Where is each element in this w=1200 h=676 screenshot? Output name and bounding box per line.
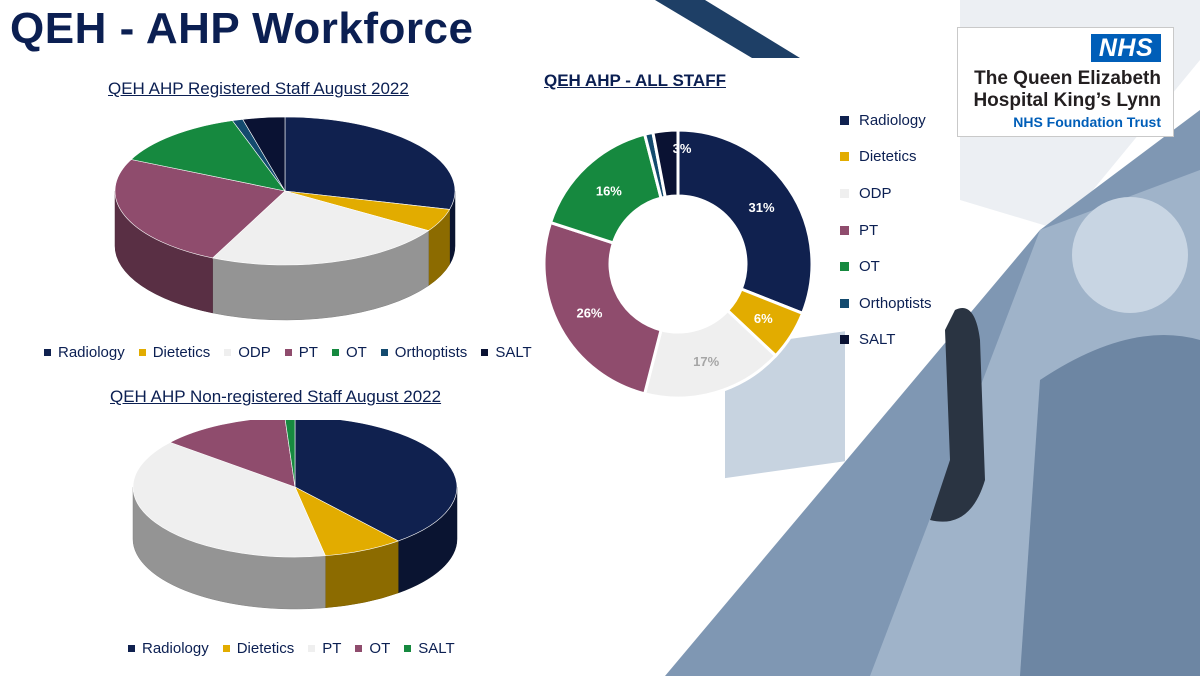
all-staff-donut-chart: 31%6%17%26%16%1%3% (542, 130, 814, 400)
registered-legend-label-radiology: Radiology (58, 344, 125, 361)
all-staff-legend-radiology: Radiology (840, 102, 932, 139)
navy-stripe (655, 0, 800, 58)
nhs-badge: NHS (1091, 34, 1161, 62)
nonregistered-legend-swatch-ot (355, 645, 363, 652)
registered-legend-odp: ODP (224, 344, 271, 361)
registered-legend-swatch-pt (284, 349, 292, 356)
nonregistered-legend: Radiology Dietetics PT OT SALT (128, 640, 469, 657)
all-staff-legend-dietetics: Dietetics (840, 139, 932, 176)
registered-legend-dietetics: Dietetics (138, 344, 211, 361)
all-staff-legend-swatch-pt (840, 225, 849, 235)
registered-slice-salt (242, 116, 286, 193)
nonregistered-legend-label-ot: OT (369, 640, 391, 657)
all-staff-legend-pt: PT (840, 212, 932, 249)
page-title: QEH - AHP Workforce (10, 4, 474, 53)
all-staff-legend-swatch-odp (840, 188, 849, 198)
nonregistered-legend-dietetics: Dietetics (222, 640, 295, 657)
nonregistered-legend-salt: SALT (404, 640, 455, 657)
nonregistered-legend-label-radiology: Radiology (142, 640, 209, 657)
registered-legend: Radiology Dietetics ODP PT OT Orthoptists SALT (44, 344, 546, 361)
all-staff-legend-odp: ODP (840, 175, 932, 212)
nonregistered-legend-label-pt: PT (322, 640, 342, 657)
nhs-logo: NHS The Queen Elizabeth Hospital King’s … (957, 27, 1174, 137)
donut-label-dietetics: 6% (754, 311, 773, 326)
all-staff-legend-swatch-dietetics (840, 152, 849, 162)
registered-legend-swatch-orthoptists (380, 349, 388, 356)
all-staff-legend-label-odp: ODP (859, 184, 892, 202)
nonregistered-legend-swatch-dietetics (222, 645, 230, 652)
registered-legend-label-salt: SALT (495, 344, 532, 361)
registered-legend-salt: SALT (481, 344, 532, 361)
donut-label-radiology: 31% (749, 200, 775, 215)
registered-legend-label-dietetics: Dietetics (152, 344, 211, 361)
registered-slice-pt (114, 159, 286, 259)
all-staff-legend: Radiology Dietetics ODP PT OT Orthoptists SALT (840, 102, 932, 358)
donut-label-salt: 3% (673, 141, 692, 156)
photo-figure-body (1020, 335, 1200, 676)
nonregistered-slice-radiology (294, 420, 458, 542)
all-staff-legend-label-orthoptists: Orthoptists (859, 294, 932, 312)
nonregistered-legend-ot: OT (355, 640, 390, 657)
all-staff-legend-label-pt: PT (859, 221, 879, 239)
donut-label-pt: 26% (576, 306, 602, 321)
all-staff-legend-label-radiology: Radiology (859, 111, 926, 129)
all-staff-legend-swatch-radiology (840, 115, 849, 125)
nonregistered-slice-pt (132, 442, 326, 558)
registered-legend-label-odp: ODP (238, 344, 271, 361)
registered-slice-ot (130, 120, 286, 192)
all-staff-legend-swatch-salt (840, 335, 849, 345)
logo-line-3: NHS Foundation Trust (1013, 114, 1161, 130)
all-staff-legend-ot: OT (840, 248, 932, 285)
all-staff-legend-orthoptists: Orthoptists (840, 285, 932, 322)
registered-legend-label-ot: OT (345, 344, 367, 361)
nonregistered-legend-pt: PT (308, 640, 341, 657)
all-staff-legend-swatch-orthoptists (840, 298, 849, 308)
registered-chart-title: QEH AHP Registered Staff August 2022 (108, 79, 409, 98)
nonregistered-pie-chart (132, 420, 458, 610)
all-staff-legend-swatch-ot (840, 262, 849, 272)
photo-figure-head (1072, 197, 1188, 313)
nonregistered-slice-salt (284, 420, 296, 488)
registered-pie-chart (114, 116, 456, 321)
nonregistered-slice-ot (169, 420, 296, 488)
registered-slice-radiology (284, 116, 456, 210)
all-staff-legend-label-ot: OT (859, 258, 880, 276)
registered-legend-swatch-radiology (44, 349, 51, 356)
registered-legend-label-orthoptists: Orthoptists (394, 344, 468, 361)
donut-label-odp: 17% (693, 354, 719, 369)
registered-legend-swatch-odp (224, 349, 232, 356)
registered-legend-swatch-dietetics (138, 349, 146, 356)
registered-legend-swatch-salt (481, 349, 489, 356)
registered-legend-label-pt: PT (298, 344, 318, 361)
registered-legend-orthoptists: Orthoptists (380, 344, 468, 361)
registered-slice-odp (211, 190, 430, 266)
logo-line-1: The Queen Elizabeth (974, 68, 1161, 89)
registered-legend-ot: OT (331, 344, 367, 361)
donut-slice-radiology (676, 130, 814, 316)
donut-slice-salt (651, 130, 680, 199)
donut-label-ot: 16% (596, 183, 622, 198)
nonregistered-legend-swatch-radiology (128, 645, 135, 652)
photo-handle (930, 308, 985, 522)
nonregistered-legend-radiology: Radiology (128, 640, 209, 657)
all-staff-legend-salt: SALT (840, 322, 932, 359)
nonregistered-legend-swatch-salt (404, 645, 412, 652)
nonregistered-legend-label-salt: SALT (418, 640, 455, 657)
registered-legend-radiology: Radiology (44, 344, 125, 361)
registered-legend-swatch-ot (331, 349, 339, 356)
all-staff-legend-label-dietetics: Dietetics (859, 148, 917, 166)
nonregistered-chart-title: QEH AHP Non-registered Staff August 2022 (110, 387, 442, 406)
all-staff-legend-label-salt: SALT (859, 331, 896, 349)
nonregistered-legend-swatch-pt (308, 645, 316, 652)
registered-legend-pt: PT (284, 344, 318, 361)
logo-line-2: Hospital King’s Lynn (973, 90, 1161, 111)
donut-slice-pt (542, 220, 663, 396)
all-staff-chart-title: QEH AHP - ALL STAFF (544, 71, 726, 90)
nonregistered-legend-label-dietetics: Dietetics (236, 640, 295, 657)
